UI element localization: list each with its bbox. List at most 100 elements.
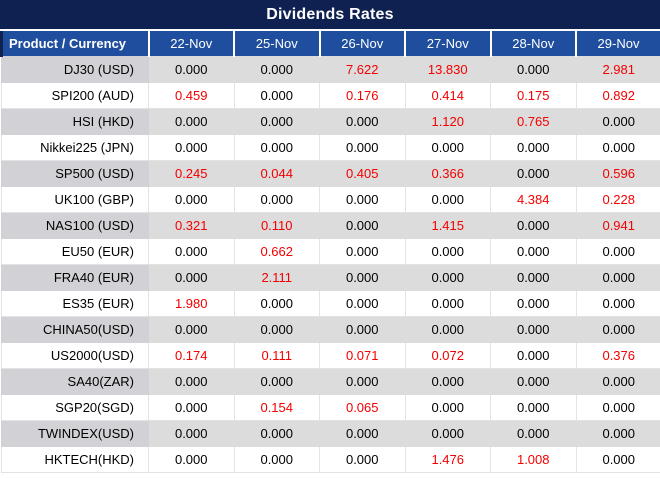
value-cell: 0.941	[575, 212, 660, 239]
value-cell: 0.000	[148, 134, 235, 161]
value-cell: 0.596	[575, 160, 660, 187]
value-cell: 0.000	[319, 238, 406, 265]
value-cell: 0.000	[575, 446, 660, 473]
table-row: HSI (HKD) 0.000 0.000 0.000 1.120 0.765 0.000	[1, 108, 660, 135]
product-cell: HSI (HKD)	[1, 108, 149, 135]
value-cell: 0.000	[490, 160, 577, 187]
value-cell: 0.000	[404, 186, 491, 213]
product-cell: SA40(ZAR)	[1, 368, 149, 395]
value-cell: 0.000	[319, 290, 406, 317]
value-cell: 0.000	[490, 238, 577, 265]
value-cell: 0.228	[575, 186, 660, 213]
value-cell: 0.071	[319, 342, 406, 369]
value-cell: 0.000	[233, 134, 320, 161]
value-cell: 0.000	[575, 394, 660, 421]
column-header-date-6: 29-Nov	[575, 31, 660, 57]
value-cell: 0.044	[233, 160, 320, 187]
value-cell: 0.000	[319, 420, 406, 447]
value-cell: 0.000	[148, 186, 235, 213]
table-row: SA40(ZAR) 0.000 0.000 0.000 0.000 0.000 0.000	[1, 368, 660, 395]
table-row: EU50 (EUR) 0.000 0.662 0.000 0.000 0.000 0.000	[1, 238, 660, 265]
value-cell: 0.376	[575, 342, 660, 369]
product-cell: TWINDEX(USD)	[1, 420, 149, 447]
value-cell: 0.000	[319, 108, 406, 135]
page-title: Dividends Rates	[0, 0, 660, 29]
table-row: SGP20(SGD) 0.000 0.154 0.065 0.000 0.000 0.000	[1, 394, 660, 421]
value-cell: 0.000	[575, 238, 660, 265]
value-cell: 0.000	[490, 264, 577, 291]
value-cell: 2.111	[233, 264, 320, 291]
table-row: NAS100 (USD) 0.321 0.110 0.000 1.415 0.000 0.9…	[1, 212, 660, 239]
value-cell: 0.000	[233, 56, 320, 83]
value-cell: 0.000	[148, 368, 235, 395]
column-header-date-5: 28-Nov	[489, 31, 577, 57]
product-cell: SP500 (USD)	[1, 160, 149, 187]
dividends-table: Product / Currency 22-Nov 25-Nov 26-Nov …	[0, 31, 660, 473]
product-cell: ES35 (EUR)	[1, 290, 149, 317]
value-cell: 0.765	[490, 108, 577, 135]
value-cell: 0.000	[490, 420, 577, 447]
value-cell: 0.000	[319, 134, 406, 161]
value-cell: 0.154	[233, 394, 320, 421]
header-row: Product / Currency 22-Nov 25-Nov 26-Nov …	[0, 31, 660, 57]
value-cell: 0.000	[490, 316, 577, 343]
value-cell: 0.175	[490, 82, 577, 109]
value-cell: 7.622	[319, 56, 406, 83]
value-cell: 0.405	[319, 160, 406, 187]
product-cell: NAS100 (USD)	[1, 212, 149, 239]
value-cell: 0.000	[319, 264, 406, 291]
value-cell: 1.008	[490, 446, 577, 473]
value-cell: 0.000	[233, 186, 320, 213]
product-cell: DJ30 (USD)	[1, 56, 149, 83]
value-cell: 0.000	[490, 212, 577, 239]
value-cell: 1.980	[148, 290, 235, 317]
value-cell: 0.000	[148, 420, 235, 447]
table-row: UK100 (GBP) 0.000 0.000 0.000 0.000 4.384 0.22…	[1, 186, 660, 213]
value-cell: 0.072	[404, 342, 491, 369]
value-cell: 0.245	[148, 160, 235, 187]
product-cell: Nikkei225 (JPN)	[1, 134, 149, 161]
value-cell: 0.000	[319, 212, 406, 239]
value-cell: 0.176	[319, 82, 406, 109]
value-cell: 0.000	[319, 316, 406, 343]
product-cell: US2000(USD)	[1, 342, 149, 369]
product-cell: EU50 (EUR)	[1, 238, 149, 265]
value-cell: 0.000	[404, 394, 491, 421]
value-cell: 0.000	[233, 368, 320, 395]
product-cell: SGP20(SGD)	[1, 394, 149, 421]
value-cell: 0.000	[404, 368, 491, 395]
table-row: SPI200 (AUD) 0.459 0.000 0.176 0.414 0.175 0.8…	[1, 82, 660, 109]
value-cell: 0.000	[490, 368, 577, 395]
value-cell: 0.000	[148, 56, 235, 83]
value-cell: 0.000	[575, 420, 660, 447]
table-body: DJ30 (USD) 0.000 0.000 7.622 13.830 0.000 2.98…	[1, 56, 660, 473]
value-cell: 0.000	[233, 316, 320, 343]
value-cell: 1.476	[404, 446, 491, 473]
product-cell: FRA40 (EUR)	[1, 264, 149, 291]
value-cell: 0.000	[148, 238, 235, 265]
value-cell: 0.000	[575, 264, 660, 291]
value-cell: 0.110	[233, 212, 320, 239]
value-cell: 0.000	[233, 446, 320, 473]
value-cell: 0.000	[490, 342, 577, 369]
product-cell: CHINA50(USD)	[1, 316, 149, 343]
column-header-date-3: 26-Nov	[318, 31, 406, 57]
value-cell: 0.000	[233, 420, 320, 447]
product-cell: SPI200 (AUD)	[1, 82, 149, 109]
value-cell: 0.000	[575, 316, 660, 343]
value-cell: 0.000	[575, 108, 660, 135]
value-cell: 0.000	[319, 368, 406, 395]
value-cell: 0.414	[404, 82, 491, 109]
value-cell: 0.662	[233, 238, 320, 265]
value-cell: 0.892	[575, 82, 660, 109]
column-header-date-1: 22-Nov	[147, 31, 235, 57]
table-row: HKTECH(HKD) 0.000 0.000 0.000 1.476 1.008 0.00…	[1, 446, 660, 473]
value-cell: 0.000	[233, 108, 320, 135]
value-cell: 0.111	[233, 342, 320, 369]
value-cell: 0.000	[404, 316, 491, 343]
value-cell: 0.000	[490, 56, 577, 83]
table-row: SP500 (USD) 0.245 0.044 0.405 0.366 0.000 0.59…	[1, 160, 660, 187]
value-cell: 0.000	[404, 238, 491, 265]
value-cell: 0.321	[148, 212, 235, 239]
value-cell: 0.000	[148, 446, 235, 473]
